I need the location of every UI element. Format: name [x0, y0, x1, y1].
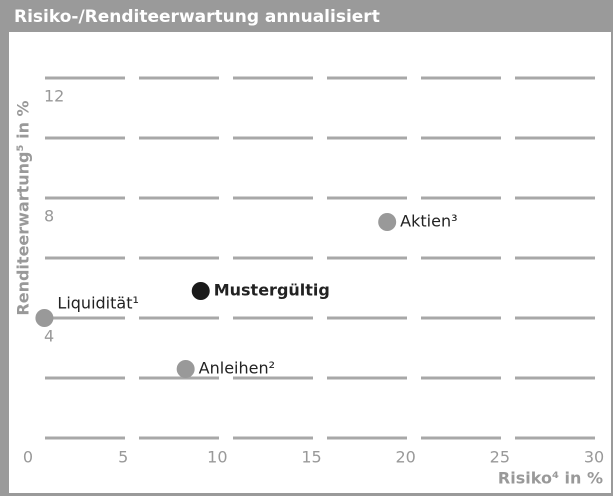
title-bar: [0, 0, 613, 32]
point-label: Aktien³: [400, 212, 457, 231]
bottom-border: [0, 493, 613, 496]
y-tick-label: 8: [44, 207, 54, 226]
left-border: [0, 32, 9, 496]
point-label: Mustergültig: [214, 281, 330, 300]
x-tick-label: 10: [207, 448, 227, 467]
y-tick-label: 4: [44, 327, 54, 346]
chart-title: Risiko-/Renditeerwartung annualisiert: [14, 7, 380, 27]
point-label: Anleihen²: [199, 359, 275, 378]
x-tick-label: 25: [490, 448, 510, 467]
x-tick-label: 5: [118, 448, 128, 467]
point: [378, 213, 397, 231]
x-axis-title: Risiko⁴ in %: [498, 469, 603, 488]
point-label: Liquidität¹: [57, 294, 138, 313]
x-tick-label: 30: [584, 448, 604, 467]
y-axis-title: Renditeerwartung⁵ in %: [14, 100, 33, 315]
point: [35, 309, 54, 327]
y-tick-label: 12: [44, 87, 64, 106]
point: [176, 360, 195, 378]
x-tick-label: 20: [395, 448, 415, 467]
point: [191, 282, 210, 300]
x-tick-label: 15: [301, 448, 321, 467]
right-border: [611, 32, 613, 496]
x-tick-label: 0: [23, 448, 33, 467]
